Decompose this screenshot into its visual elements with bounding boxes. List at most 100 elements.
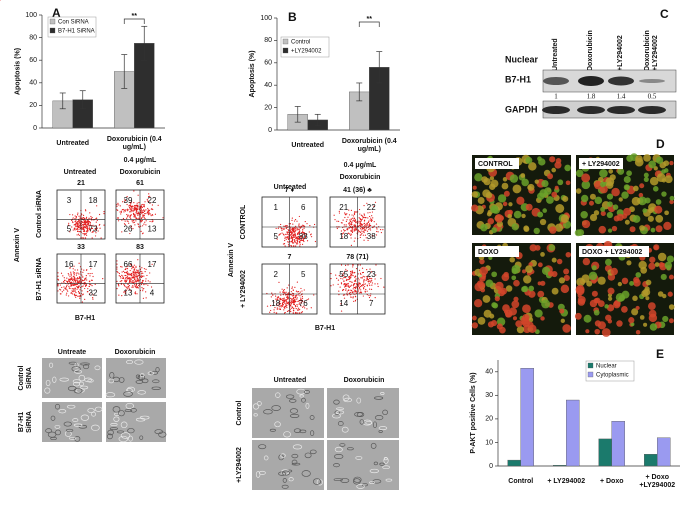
event-dot — [84, 237, 87, 239]
cell — [534, 309, 543, 318]
cell — [607, 201, 613, 208]
cell — [581, 173, 591, 183]
event-dot — [133, 207, 136, 209]
cell — [511, 223, 519, 231]
event-dot — [83, 234, 85, 236]
cell — [91, 411, 97, 417]
event-dot — [141, 206, 143, 208]
event-dot — [306, 240, 309, 242]
event-dot — [149, 195, 151, 197]
plot-total: 61 — [136, 180, 144, 187]
event-dot — [131, 220, 133, 222]
event-dot — [63, 279, 66, 282]
event-dot — [126, 286, 128, 288]
event-dot — [294, 230, 297, 232]
cell — [577, 293, 582, 298]
event-dot — [294, 241, 296, 243]
cell — [147, 371, 155, 376]
event-dot — [369, 281, 372, 283]
cell — [471, 322, 478, 329]
cell — [546, 196, 554, 204]
event-dot — [277, 296, 279, 298]
cell — [648, 262, 656, 270]
band — [638, 106, 666, 114]
cell — [559, 308, 565, 314]
event-dot — [299, 235, 302, 237]
column-header: Untreated — [274, 184, 307, 191]
event-dot — [295, 245, 297, 247]
event-dot — [96, 219, 98, 222]
cell — [340, 478, 350, 483]
event-dot — [140, 209, 142, 212]
event-dot — [129, 211, 131, 213]
event-dot — [282, 243, 285, 245]
cell — [591, 265, 597, 271]
event-dot — [73, 224, 75, 226]
cell — [353, 476, 362, 483]
event-dot — [270, 305, 272, 307]
event-dot — [127, 286, 130, 288]
event-dot — [79, 281, 81, 283]
event-dot — [350, 276, 352, 278]
event-dot — [133, 190, 135, 192]
event-dot — [350, 296, 352, 298]
event-dot — [298, 228, 300, 230]
event-dot — [282, 301, 284, 304]
cell — [664, 175, 673, 184]
event-dot — [357, 229, 359, 231]
event-dot — [119, 280, 121, 283]
band — [543, 77, 569, 85]
x-tick-label-box: Untreated — [291, 142, 324, 149]
event-dot — [285, 294, 287, 296]
event-dot — [131, 281, 133, 283]
event-dot — [140, 282, 143, 284]
event-dot — [290, 235, 293, 237]
cell — [558, 277, 566, 284]
event-dot — [354, 299, 357, 301]
event-dot — [294, 304, 297, 307]
event-dot — [299, 245, 301, 247]
event-dot — [120, 213, 122, 215]
event-dot — [83, 230, 85, 232]
cell — [87, 378, 94, 383]
cell — [109, 372, 115, 379]
event-dot — [129, 204, 131, 206]
x-tick-label: Control — [508, 478, 534, 486]
event-dot — [141, 220, 143, 222]
cell — [482, 189, 491, 198]
event-dot — [270, 309, 272, 312]
plot-total: 78 (71) — [346, 254, 368, 261]
event-dot — [100, 237, 102, 239]
event-dot — [288, 241, 290, 243]
cell — [509, 174, 519, 183]
band — [542, 106, 570, 114]
event-dot — [359, 236, 361, 239]
row-label: B7-H1 — [505, 74, 531, 84]
cell — [113, 416, 120, 422]
event-dot — [144, 221, 146, 223]
quadrant-value: 7 — [369, 299, 374, 308]
cell — [606, 211, 613, 219]
event-dot — [66, 277, 68, 279]
cell — [638, 260, 647, 270]
cell — [575, 284, 585, 294]
event-dot — [82, 276, 84, 278]
event-dot — [138, 206, 140, 208]
event-dot — [85, 269, 88, 271]
cell — [369, 481, 375, 485]
event-dot — [364, 227, 366, 229]
event-dot — [137, 214, 139, 216]
event-dot — [285, 299, 287, 301]
event-dot — [352, 292, 354, 294]
cell — [577, 229, 585, 236]
event-dot — [342, 232, 344, 235]
event-dot — [116, 203, 118, 206]
event-dot — [292, 223, 294, 225]
event-dot — [124, 224, 126, 226]
event-dot — [95, 227, 98, 229]
cell — [503, 190, 510, 197]
event-dot — [76, 226, 78, 228]
event-dot — [142, 280, 144, 282]
event-dot — [87, 230, 89, 232]
event-dot — [302, 300, 304, 303]
